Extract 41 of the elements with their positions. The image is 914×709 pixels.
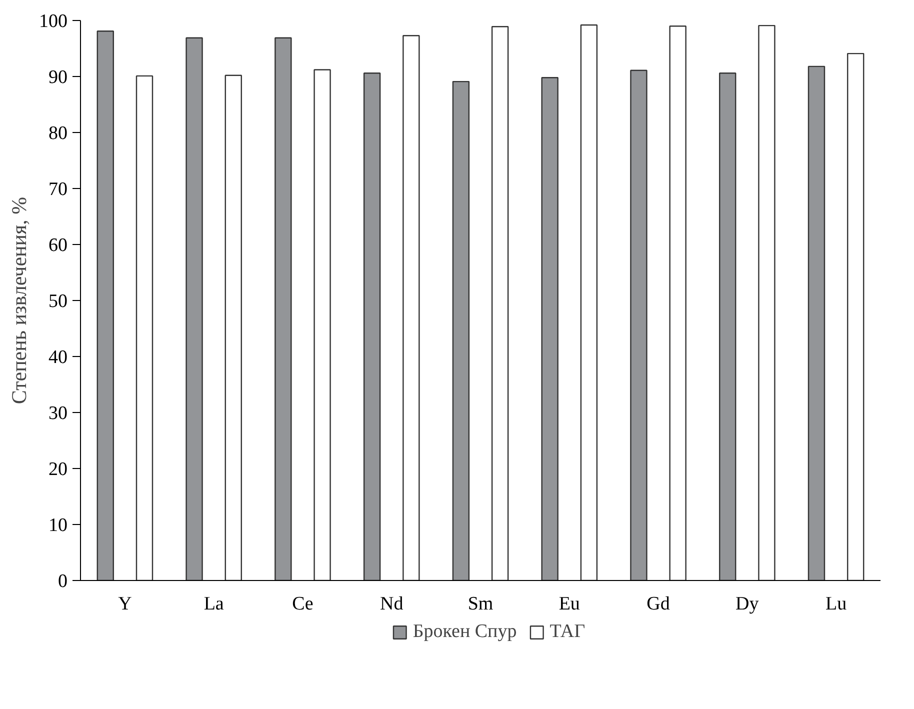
bar [224, 74, 242, 580]
y-tick-label: 60 [48, 235, 68, 256]
x-tick-label: Y [118, 594, 132, 614]
bar [402, 35, 420, 580]
bar [541, 77, 558, 580]
x-tick-label: Nd [380, 594, 404, 614]
bar [758, 24, 776, 580]
legend-label: ТАГ [550, 621, 586, 643]
y-tick-label: 0 [58, 571, 68, 592]
bar [363, 72, 381, 580]
y-axis-title: Степень извлечения, % [7, 196, 31, 404]
x-tick-label: Gd [646, 594, 670, 614]
bar [808, 66, 826, 580]
legend-label: Брокен Спур [412, 621, 517, 643]
y-tick-label: 80 [48, 123, 68, 144]
bar [186, 37, 203, 580]
bar [274, 37, 292, 580]
x-tick-label: Dy [736, 594, 760, 614]
bar [136, 75, 154, 580]
bar [314, 69, 331, 580]
y-tick-label: 10 [48, 515, 68, 536]
y-tick-label: 100 [39, 11, 68, 32]
bar [847, 52, 864, 580]
y-tick-label: 70 [48, 179, 68, 200]
bar [452, 80, 470, 580]
y-tick-label: 40 [48, 347, 68, 368]
y-tick-label: 50 [48, 291, 68, 312]
bar [669, 26, 686, 580]
bar [96, 30, 114, 580]
x-tick-label: Lu [826, 594, 848, 614]
bar [580, 24, 598, 580]
x-tick-label: La [204, 594, 224, 614]
x-tick-label: Sm [468, 594, 494, 614]
bar [491, 26, 509, 580]
y-tick-label: 90 [48, 67, 68, 88]
bar [630, 70, 648, 580]
y-tick-label: 30 [48, 403, 68, 424]
x-tick-label: Eu [558, 594, 580, 614]
bar [719, 72, 736, 580]
y-tick-label: 20 [48, 459, 68, 480]
x-tick-label: Ce [292, 594, 314, 614]
